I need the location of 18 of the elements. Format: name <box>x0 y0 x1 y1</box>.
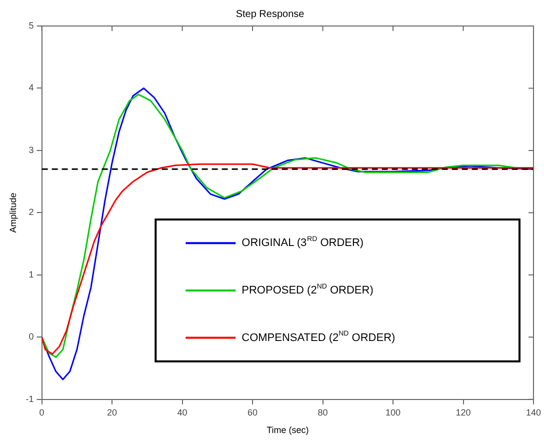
x-tick-label: 120 <box>456 407 471 418</box>
y-tick-label: 3 <box>28 144 34 155</box>
x-tick-label: 40 <box>177 407 188 418</box>
y-tick-label: 4 <box>28 82 34 93</box>
y-tick-label: 5 <box>28 20 34 30</box>
x-tick-label: 20 <box>107 407 118 418</box>
y-tick-label: 2 <box>28 207 34 218</box>
x-tick-label: 140 <box>526 407 542 418</box>
x-tick-label: 100 <box>385 407 401 418</box>
y-tick-label: 1 <box>28 269 34 280</box>
chart-title: Step Response <box>236 8 305 20</box>
x-tick-label: 80 <box>318 407 328 418</box>
x-tick-label: 60 <box>248 407 258 418</box>
x-axis-title: Time (sec) <box>266 425 309 436</box>
x-tick-label: 0 <box>39 407 44 418</box>
y-tick-label: -1 <box>26 394 34 404</box>
y-tick-label: 0 <box>28 332 34 342</box>
y-axis-title: Amplitude <box>8 192 18 233</box>
